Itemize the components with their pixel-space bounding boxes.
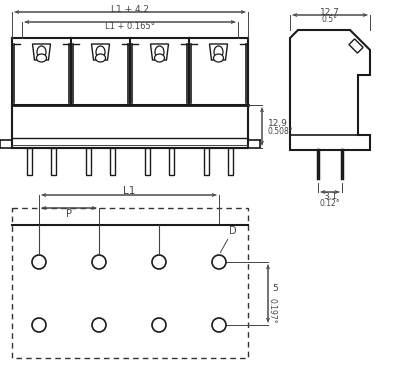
Circle shape: [92, 318, 106, 332]
Text: P: P: [66, 209, 72, 219]
Text: L1 + 0.165°: L1 + 0.165°: [105, 22, 155, 30]
Text: 12,9: 12,9: [268, 119, 288, 128]
Bar: [27, 148, 32, 175]
Polygon shape: [32, 44, 50, 60]
Polygon shape: [150, 44, 168, 60]
Text: D: D: [229, 226, 237, 236]
Circle shape: [212, 318, 226, 332]
Ellipse shape: [214, 54, 224, 62]
Bar: [12, 105, 248, 148]
Text: 12,7: 12,7: [320, 7, 340, 16]
Circle shape: [32, 255, 46, 269]
Text: 0.12°: 0.12°: [320, 198, 340, 207]
Text: L1 + 4,2: L1 + 4,2: [111, 4, 149, 13]
Ellipse shape: [36, 54, 46, 62]
Circle shape: [212, 255, 226, 269]
Text: 5: 5: [272, 284, 278, 293]
Bar: [204, 148, 209, 175]
Bar: [51, 148, 56, 175]
Circle shape: [152, 318, 166, 332]
Circle shape: [92, 255, 106, 269]
Bar: [169, 148, 174, 175]
Text: 0.508°: 0.508°: [268, 127, 294, 136]
Bar: [86, 148, 91, 175]
Ellipse shape: [214, 46, 223, 58]
Text: 0.5°: 0.5°: [322, 14, 338, 23]
Ellipse shape: [96, 46, 105, 58]
Text: 0.197°: 0.197°: [268, 299, 276, 324]
Ellipse shape: [96, 54, 106, 62]
Text: L1: L1: [123, 186, 135, 196]
Text: 3,1: 3,1: [323, 191, 337, 200]
Bar: [228, 148, 233, 175]
Circle shape: [32, 318, 46, 332]
Bar: [12, 208, 248, 358]
Bar: [110, 148, 115, 175]
Bar: [145, 148, 150, 175]
Ellipse shape: [155, 46, 164, 58]
Polygon shape: [290, 30, 370, 150]
Ellipse shape: [154, 54, 164, 62]
Polygon shape: [349, 39, 363, 53]
Ellipse shape: [37, 46, 46, 58]
Circle shape: [152, 255, 166, 269]
Polygon shape: [210, 44, 228, 60]
Polygon shape: [92, 44, 110, 60]
